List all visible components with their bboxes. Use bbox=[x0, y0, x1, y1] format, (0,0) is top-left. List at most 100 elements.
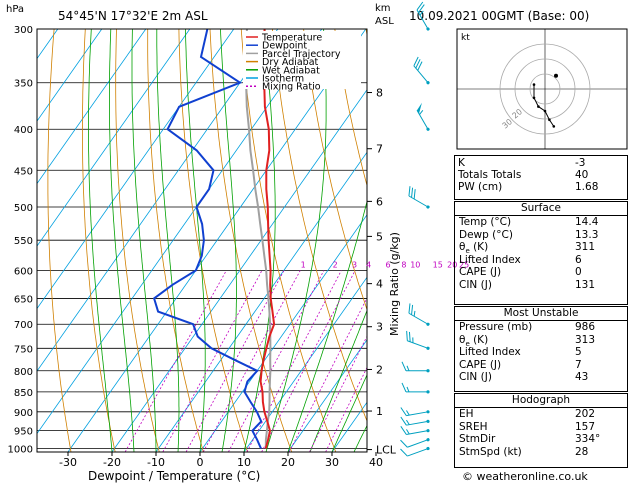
surface-row: θe (K) 311 bbox=[455, 241, 627, 255]
hodograph-trace bbox=[533, 84, 555, 127]
mixing-ratio-label: 25 bbox=[459, 261, 469, 270]
surface-label: CIN (J) bbox=[459, 278, 492, 291]
isotherm-line bbox=[37, 29, 279, 372]
index-value: 40 bbox=[575, 169, 589, 181]
isotherm-line bbox=[37, 29, 147, 185]
isotherm-line bbox=[37, 29, 103, 122]
indices-table: K -3 Totals Totals 40 PW (cm) 1.68 bbox=[454, 157, 627, 193]
most-unstable-value: 5 bbox=[575, 346, 582, 358]
wind-barb bbox=[401, 361, 430, 373]
index-row: Totals Totals 40 bbox=[454, 169, 627, 181]
hodograph-stat-row: EH 202 bbox=[455, 408, 627, 421]
surface-title: Surface bbox=[455, 202, 627, 216]
most-unstable-value: 313 bbox=[575, 333, 596, 346]
wind-barb bbox=[400, 438, 430, 448]
dry-adiabat-line bbox=[209, 29, 293, 452]
wet-adiabat-line bbox=[131, 29, 157, 452]
mixing-ratio-line bbox=[309, 335, 367, 452]
hodograph-stat-row: StmSpd (kt) 28 bbox=[455, 446, 627, 459]
surface-value: 14.4 bbox=[575, 216, 599, 228]
pressure-tick-label: 950 bbox=[14, 427, 33, 438]
dry-adiabat-line bbox=[81, 29, 116, 452]
wind-barb bbox=[413, 56, 430, 85]
pressure-tick-label: 850 bbox=[14, 388, 33, 399]
hpa-label: hPa bbox=[6, 4, 25, 15]
surface-label: Lifted Index bbox=[459, 253, 521, 266]
storm-motion-marker bbox=[554, 73, 558, 78]
hodograph-stat-label: StmDir bbox=[459, 433, 496, 445]
pressure-tick-label: 550 bbox=[14, 236, 33, 247]
km-tick-label: 3 bbox=[376, 321, 383, 334]
mixing-ratio-axis-label: Mixing Ratio (g/kg) bbox=[388, 232, 401, 336]
dry-adiabat-line bbox=[240, 29, 337, 452]
km-tick-label: 1 bbox=[376, 405, 383, 418]
pressure-tick-label: 400 bbox=[14, 125, 33, 136]
wind-barbs bbox=[400, 1, 430, 457]
isotherm-line bbox=[0, 29, 14, 452]
hodograph-stat-label: SREH bbox=[459, 420, 488, 433]
surface-value: 311 bbox=[575, 241, 596, 253]
surface-panel: Surface Temp (°C) 14.4 Dewp (°C) 13.3 θe (K) 3… bbox=[454, 201, 628, 305]
hodograph-ring bbox=[499, 43, 591, 135]
pressure-tick-label: 800 bbox=[14, 367, 33, 378]
wind-barb bbox=[408, 303, 430, 326]
pressure-tick-label: 450 bbox=[14, 166, 33, 177]
surface-value: 0 bbox=[575, 266, 582, 278]
mixing-ratio-label: 6 bbox=[385, 261, 390, 270]
legend-entry: Dry Adiabat bbox=[262, 57, 319, 68]
hodograph-point bbox=[532, 83, 536, 86]
most-unstable-row: CAPE (J) 7 bbox=[455, 359, 627, 372]
most-unstable-value: 7 bbox=[575, 358, 582, 371]
surface-row: CAPE (J) 0 bbox=[455, 266, 627, 279]
mixing-ratio-line bbox=[246, 270, 342, 452]
index-value: -3 bbox=[575, 157, 586, 169]
hodograph-stat-value: 28 bbox=[575, 445, 589, 458]
most-unstable-label: CAPE (J) bbox=[459, 358, 502, 371]
hodograph-stats-panel: Hodograph EH 202 SREH 157 StmDir 334° StmSpd (k… bbox=[454, 393, 628, 468]
wind-barb bbox=[400, 426, 430, 435]
mixing-ratio-line bbox=[162, 270, 263, 452]
most-unstable-row: CIN (J) 43 bbox=[455, 371, 627, 384]
temperature-line bbox=[259, 29, 276, 449]
most-unstable-row: θe (K) 313 bbox=[455, 333, 627, 348]
km-tick-label: 7 bbox=[376, 143, 383, 156]
mixing-ratio-label: 1 bbox=[301, 261, 306, 270]
mixing-ratio-line bbox=[228, 270, 325, 452]
km-tick-label: LCL bbox=[376, 444, 397, 457]
wind-barb bbox=[416, 1, 430, 31]
wet-adiabat-line bbox=[265, 29, 327, 452]
x-axis-label: Dewpoint / Temperature (°C) bbox=[88, 469, 261, 483]
parcel-trajectory-line bbox=[243, 29, 272, 449]
indices-frame bbox=[454, 155, 628, 200]
hodograph-stat-value: 157 bbox=[575, 420, 596, 433]
isotherm-line bbox=[111, 89, 367, 452]
wet-adiabat-line bbox=[185, 29, 206, 452]
wet-adiabat-line bbox=[88, 29, 113, 452]
index-label: PW (cm) bbox=[458, 181, 503, 193]
surface-label: CAPE (J) bbox=[459, 266, 502, 278]
hodograph-point bbox=[548, 118, 551, 122]
km-tick-label: 4 bbox=[376, 278, 383, 291]
pressure-tick-label: 500 bbox=[14, 203, 33, 214]
index-value: 1.68 bbox=[575, 181, 599, 193]
wet-adiabat-line bbox=[109, 29, 135, 452]
surface-row: Lifted Index 6 bbox=[455, 254, 627, 267]
mixing-ratio-label: 15 bbox=[433, 261, 443, 270]
legend-entry: Wet Adiabat bbox=[262, 65, 320, 76]
surface-label: Dewp (°C) bbox=[459, 228, 513, 241]
x-tick-label: 30 bbox=[325, 456, 339, 469]
isotherm-line bbox=[243, 276, 367, 452]
hodograph-stat-label: StmSpd (kt) bbox=[459, 445, 522, 458]
x-tick-label: 20 bbox=[281, 456, 295, 469]
hodograph-unit-label: kt bbox=[461, 33, 470, 43]
most-unstable-label: Pressure (mb) bbox=[459, 321, 533, 333]
pressure-tick-label: 900 bbox=[14, 408, 33, 419]
mixing-ratio-label: 3 bbox=[352, 261, 357, 270]
x-tick-label: -30 bbox=[59, 456, 77, 469]
legend-entry: Dewpoint bbox=[262, 41, 307, 52]
most-unstable-value: 986 bbox=[575, 321, 596, 333]
datetime-title: 10.09.2021 00GMT (Base: 00) bbox=[409, 9, 590, 23]
surface-value: 13.3 bbox=[575, 228, 599, 241]
index-label: K bbox=[458, 157, 465, 169]
pressure-tick-label: 750 bbox=[14, 344, 33, 355]
